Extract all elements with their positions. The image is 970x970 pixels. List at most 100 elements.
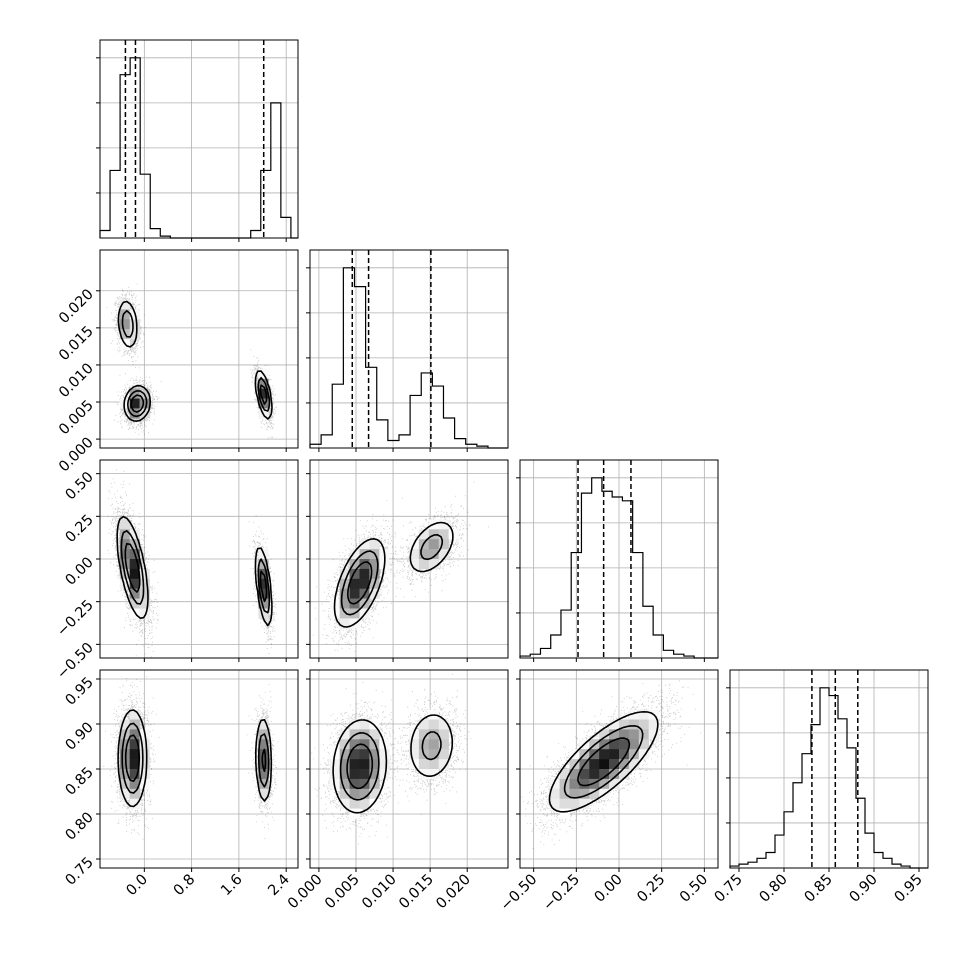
density-bin xyxy=(119,309,130,320)
density-bin xyxy=(579,769,590,780)
contour-line xyxy=(346,743,374,790)
x-tick-label: 0.8 xyxy=(171,872,199,900)
density-bin xyxy=(119,529,130,540)
y-tick-label: 0.00 xyxy=(63,555,97,589)
contour-line xyxy=(333,521,454,628)
density-bin xyxy=(438,529,449,540)
y-tick-label: −0.50 xyxy=(54,640,97,683)
density-bin xyxy=(139,408,150,419)
panel-content xyxy=(106,283,277,439)
density-bin xyxy=(349,559,360,570)
hist-panel-1 xyxy=(306,249,509,452)
y-tick-label: 0.80 xyxy=(63,810,97,844)
density-bin xyxy=(628,749,640,760)
x-tick-label: 2.4 xyxy=(265,872,293,900)
density-bin xyxy=(638,709,649,720)
density-bin xyxy=(409,749,420,760)
density-bin xyxy=(129,529,140,540)
x-tick-label: 0.000 xyxy=(285,872,326,913)
density-bin xyxy=(339,788,350,799)
x-tick-label: −0.50 xyxy=(498,872,541,915)
density-bin xyxy=(119,759,130,770)
density-bin xyxy=(369,729,380,740)
density-bin xyxy=(339,749,350,760)
density-bin xyxy=(119,539,130,550)
density-bin xyxy=(559,798,570,809)
hist-panel-3: 0.75 0.80 0.85 0.90 0.95 xyxy=(712,669,929,906)
contour-line xyxy=(332,714,454,814)
density-bin xyxy=(258,378,269,389)
density-bin xyxy=(129,598,140,609)
density-bin xyxy=(418,559,430,570)
density-bin xyxy=(359,759,370,770)
y-tick-label: 0.85 xyxy=(63,765,97,799)
histogram-step xyxy=(309,267,508,449)
density-bin xyxy=(129,778,140,790)
density-bin xyxy=(569,759,580,770)
density-bin xyxy=(619,729,630,740)
density-bin xyxy=(438,539,449,550)
density-bin xyxy=(379,759,390,770)
panel-content xyxy=(107,469,278,658)
density-bin xyxy=(339,598,350,609)
density-bin xyxy=(379,769,390,780)
density-bin xyxy=(619,759,630,770)
density-bin xyxy=(349,739,360,750)
density-bin xyxy=(129,769,140,780)
x-tick-label: 0.0 xyxy=(124,872,152,900)
density-bin xyxy=(409,739,420,750)
density-bin xyxy=(369,559,380,570)
density-bin xyxy=(628,719,640,730)
density-bin xyxy=(359,729,370,740)
density-bin xyxy=(428,739,439,750)
density-bin xyxy=(438,719,449,730)
contour-line xyxy=(339,731,442,801)
density-bin xyxy=(369,588,380,599)
density-bin xyxy=(609,749,620,760)
density-bin xyxy=(339,798,350,809)
density-bin xyxy=(359,788,370,799)
density-bin xyxy=(438,739,449,750)
density-bin xyxy=(589,769,600,780)
density-bin xyxy=(428,559,439,570)
density-bin xyxy=(119,578,130,589)
density-bin xyxy=(349,578,360,589)
axes-frame xyxy=(99,39,299,239)
density-bin xyxy=(258,769,269,780)
density-bin xyxy=(359,559,370,570)
density-bin xyxy=(359,769,370,780)
density-bin xyxy=(339,608,350,619)
contour-line xyxy=(121,722,270,794)
density-bin xyxy=(638,739,649,750)
y-tick-label: 0.005 xyxy=(56,398,97,439)
density-bin xyxy=(349,798,360,809)
density-bin xyxy=(139,568,150,580)
panel-content xyxy=(103,676,279,840)
density-bin xyxy=(339,618,350,629)
density-bin xyxy=(599,769,610,780)
density-bin xyxy=(609,719,620,730)
density-bin xyxy=(258,759,269,770)
density-bin xyxy=(549,798,560,809)
density-bin xyxy=(638,719,649,730)
density-bin xyxy=(648,729,659,740)
x-tick-label: 0.75 xyxy=(712,872,746,906)
x-tick-label: 0.25 xyxy=(634,872,668,906)
density-bin xyxy=(619,769,630,780)
scatter-panel-3-0: 0.0 0.8 1.6 2.40.750.800.850.900.95 xyxy=(63,669,299,900)
density-bin xyxy=(559,808,570,819)
density-bin xyxy=(438,759,449,770)
contour-line xyxy=(124,734,267,782)
density-bin xyxy=(589,759,600,770)
contour-line xyxy=(117,300,273,422)
scatter-panel-2-0: −0.50−0.250.000.250.50 xyxy=(54,459,299,683)
density-bin xyxy=(418,549,430,560)
density-bin xyxy=(139,739,150,750)
density-bin xyxy=(339,778,350,790)
density-bin xyxy=(349,769,360,780)
density-bin xyxy=(418,759,430,770)
density-bin xyxy=(349,568,360,580)
density-bin xyxy=(119,559,130,570)
